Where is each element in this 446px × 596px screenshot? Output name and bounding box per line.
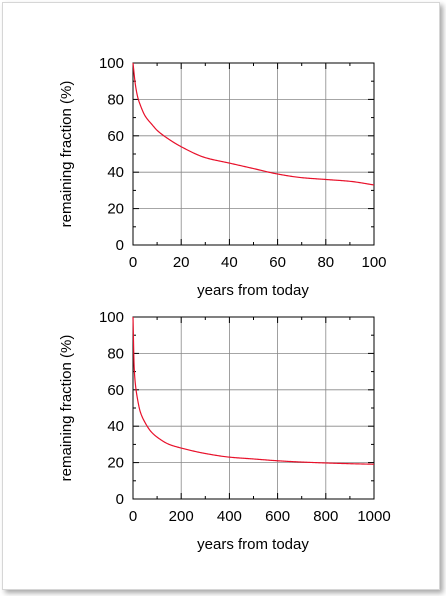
- x-tick-label: 80: [317, 254, 334, 271]
- x-axis-label: years from today: [197, 282, 309, 299]
- x-tick-label: 0: [129, 254, 137, 271]
- y-tick-label: 40: [107, 164, 124, 181]
- x-tick-label: 1000: [357, 508, 390, 525]
- ticks: [132, 316, 375, 500]
- y-tick-label: 100: [99, 55, 124, 72]
- grid: [133, 317, 374, 499]
- y-axis-label: remaining fraction (%): [58, 335, 75, 482]
- x-axis-label: years from today: [197, 536, 309, 553]
- x-tick-label: 60: [269, 254, 286, 271]
- x-tick-label: 200: [169, 508, 194, 525]
- y-tick-label: 80: [107, 345, 124, 362]
- y-tick-labels: 0 20 40 60 80 100: [99, 55, 124, 254]
- x-tick-label: 40: [221, 254, 238, 271]
- x-tick-label: 20: [173, 254, 190, 271]
- y-tick-label: 0: [116, 237, 124, 254]
- top-chart: 0 20 40 60 80 100 0 20 40 60 80 100 years from tod…: [58, 55, 387, 299]
- y-tick-label: 60: [107, 382, 124, 399]
- y-tick-label: 0: [116, 491, 124, 508]
- y-tick-label: 20: [107, 455, 124, 472]
- y-axis-label: remaining fraction (%): [58, 81, 75, 228]
- bottom-chart: 0 200 400 600 800 1000 0 20 40 60 80 100 years fro…: [58, 309, 391, 553]
- x-tick-label: 100: [361, 254, 386, 271]
- y-tick-label: 80: [107, 91, 124, 108]
- x-tick-label: 800: [313, 508, 338, 525]
- x-tick-label: 600: [265, 508, 290, 525]
- decay-curve: [132, 316, 375, 465]
- x-tick-labels: 0 20 40 60 80 100: [129, 254, 387, 271]
- y-tick-label: 40: [107, 418, 124, 435]
- x-tick-labels: 0 200 400 600 800 1000: [129, 508, 391, 525]
- ticks: [132, 62, 375, 246]
- grid: [133, 63, 374, 245]
- plot-area: [132, 62, 375, 246]
- y-tick-label: 60: [107, 128, 124, 145]
- y-tick-label: 100: [99, 309, 124, 326]
- y-tick-labels: 0 20 40 60 80 100: [99, 309, 124, 508]
- decay-curve: [132, 62, 375, 186]
- x-tick-label: 0: [129, 508, 137, 525]
- y-tick-label: 20: [107, 201, 124, 218]
- figure-frame: [2, 2, 440, 590]
- plot-area: [132, 316, 375, 500]
- x-tick-label: 400: [217, 508, 242, 525]
